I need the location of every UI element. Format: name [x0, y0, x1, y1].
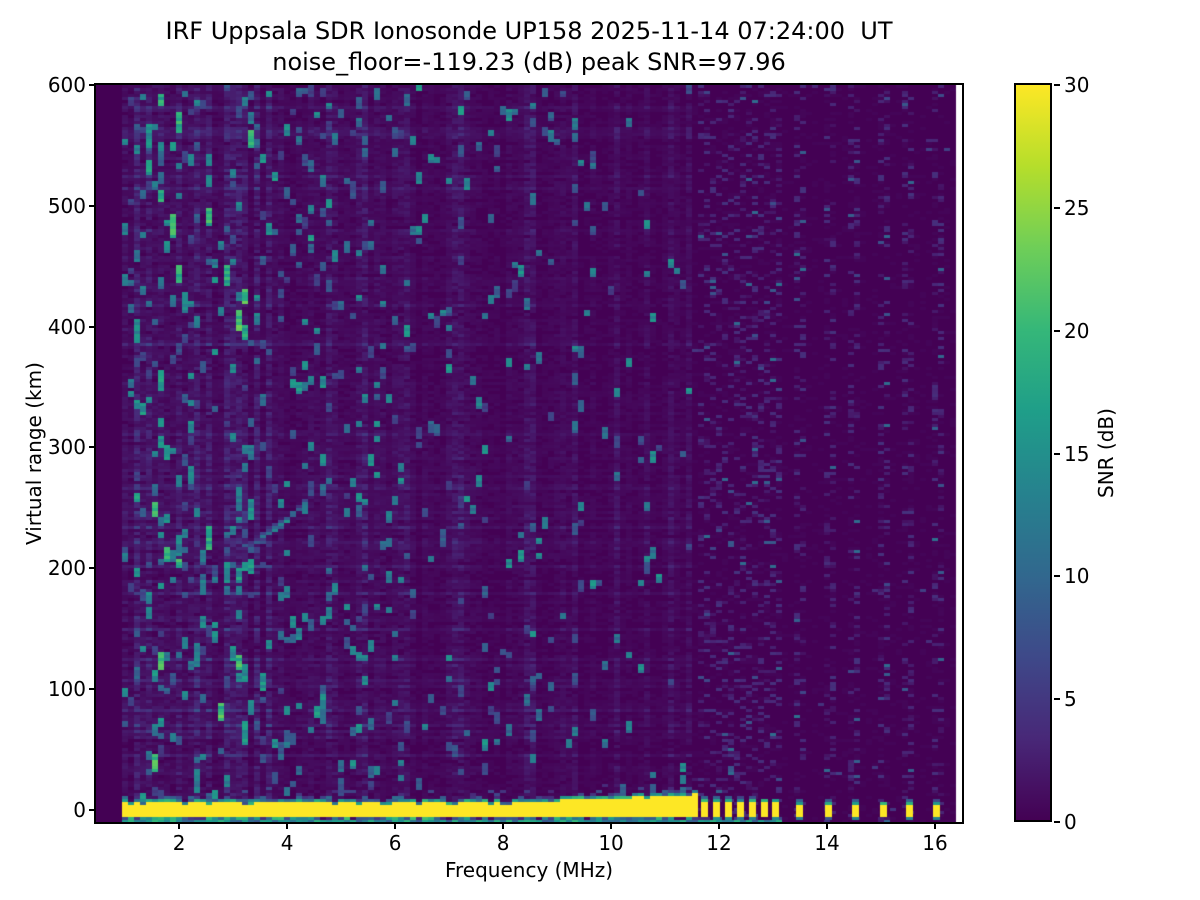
y-tick-100-label: 100 — [47, 677, 86, 702]
plot-area-frame — [94, 83, 964, 824]
y-tick-300-mark — [89, 446, 95, 449]
chart-subtitle: noise_floor=-119.23 (dB) peak SNR=97.96 — [272, 48, 786, 76]
x-tick-14-mark — [826, 823, 829, 829]
colorbar-tick-25-mark — [1054, 206, 1060, 209]
colorbar — [1014, 83, 1052, 822]
y-tick-600-label: 600 — [47, 73, 86, 97]
colorbar-label: SNR (dB) — [1094, 408, 1118, 499]
colorbar-tick-20-mark — [1054, 329, 1060, 332]
colorbar-tick-20-label: 20 — [1064, 318, 1090, 343]
y-tick-0-label: 0 — [73, 797, 86, 822]
x-tick-2-label: 2 — [172, 831, 186, 855]
x-tick-8-mark — [502, 823, 505, 829]
y-tick-100-mark — [89, 688, 95, 691]
x-tick-6-mark — [394, 823, 397, 829]
colorbar-tick-5-label: 5 — [1064, 687, 1077, 712]
x-tick-8-label: 8 — [496, 831, 510, 855]
x-tick-12-mark — [718, 823, 721, 829]
x-tick-4-label: 4 — [280, 831, 294, 855]
x-tick-16-label: 16 — [922, 831, 948, 855]
y-tick-500-mark — [89, 204, 95, 207]
colorbar-tick-5-mark — [1054, 698, 1060, 701]
x-tick-14-label: 14 — [814, 831, 840, 855]
y-tick-300-label: 300 — [47, 435, 86, 460]
y-tick-400-mark — [89, 325, 95, 328]
colorbar-tick-15-mark — [1054, 452, 1060, 455]
x-tick-6-label: 6 — [388, 831, 402, 855]
x-axis-label: Frequency (MHz) — [444, 858, 614, 882]
x-tick-2-mark — [178, 823, 181, 829]
colorbar-tick-10-mark — [1054, 575, 1060, 578]
x-tick-4-mark — [286, 823, 289, 829]
x-tick-10-label: 10 — [598, 831, 624, 855]
ionogram-heatmap-canvas — [96, 85, 962, 822]
y-axis-label: Virtual range (km) — [22, 362, 46, 545]
y-tick-500-label: 500 — [47, 193, 86, 218]
x-tick-12-label: 12 — [706, 831, 732, 855]
y-tick-0-mark — [89, 808, 95, 811]
colorbar-tick-30-label: 30 — [1064, 73, 1090, 97]
colorbar-tick-25-label: 25 — [1064, 195, 1090, 220]
y-tick-600-mark — [89, 84, 95, 86]
chart-title: IRF Uppsala SDR Ionosonde UP158 2025-11-… — [165, 17, 893, 45]
colorbar-tick-10-label: 10 — [1064, 564, 1090, 589]
colorbar-tick-0-mark — [1054, 821, 1060, 823]
colorbar-tick-30-mark — [1054, 84, 1060, 86]
x-tick-10-mark — [610, 823, 613, 829]
y-tick-200-label: 200 — [47, 556, 86, 581]
colorbar-tick-15-label: 15 — [1064, 441, 1090, 466]
colorbar-gradient — [1016, 85, 1050, 820]
y-tick-200-mark — [89, 567, 95, 570]
y-tick-400-label: 400 — [47, 314, 86, 339]
x-tick-16-mark — [934, 823, 936, 829]
colorbar-tick-0-label: 0 — [1064, 810, 1077, 834]
